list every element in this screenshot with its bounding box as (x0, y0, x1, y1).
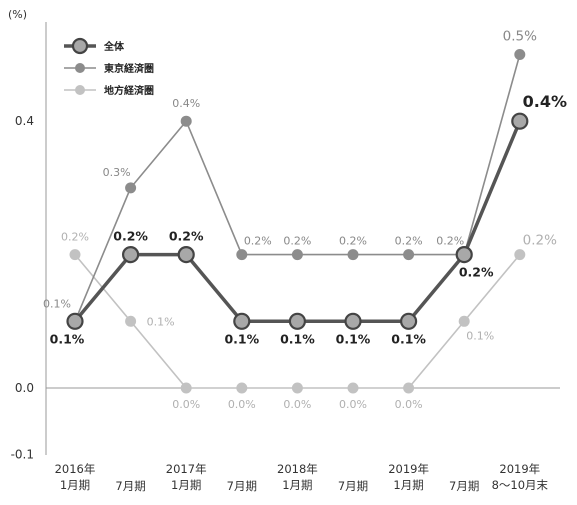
x-tick-label: 1月期 (282, 478, 312, 492)
legend-label: 東京経済圏 (104, 62, 154, 75)
data-point (291, 249, 303, 261)
series-line (73, 120, 522, 324)
data-point (125, 182, 137, 194)
data-point (125, 315, 137, 327)
data-point (344, 312, 362, 330)
x-tick-label: 2017年 (166, 462, 207, 476)
data-label: 0.2% (61, 231, 89, 244)
data-label: 0.2% (244, 235, 272, 248)
data-point (347, 249, 359, 261)
data-label: 0.1% (391, 331, 426, 346)
y-unit-label: (%) (8, 8, 27, 21)
data-point (458, 315, 470, 327)
data-label: 0.2% (169, 229, 204, 244)
data-label: 0.2% (113, 229, 148, 244)
y-tick-label: -0.1 (11, 448, 34, 462)
data-point (291, 382, 303, 394)
legend-marker (75, 63, 85, 73)
data-label: 0.2% (339, 235, 367, 248)
x-tick-label: 2019年 (388, 462, 429, 476)
data-label: 0.4% (523, 92, 567, 111)
data-label: 0.5% (503, 29, 537, 45)
x-tick-label: 7月期 (227, 479, 257, 493)
legend-label: 地方経済圏 (104, 84, 154, 97)
data-point (122, 246, 140, 264)
series-layer: 0.2%0.1%0.0% 0.0% 0.0% 0.0% 0.0%0.1%0.2%0.1%… (43, 29, 567, 412)
data-point (233, 312, 251, 330)
data-label: 0.1% (466, 329, 494, 342)
data-point (66, 312, 84, 330)
data-label: 0.4% (172, 97, 200, 110)
data-label: 0.1% (280, 331, 315, 346)
series-1 (66, 112, 529, 330)
data-label: 0.1% (50, 331, 85, 346)
data-point (400, 312, 418, 330)
data-point (403, 382, 415, 394)
data-label: 0.1% (336, 331, 371, 346)
data-label: 0.0% (395, 398, 423, 411)
x-tick-label: 2019年 (499, 462, 540, 476)
data-point (177, 246, 195, 264)
data-label: 0.2% (459, 265, 494, 280)
x-tick-label: 1月期 (171, 478, 201, 492)
legend-label: 全体 (103, 40, 125, 53)
legend-marker (75, 85, 85, 95)
data-label: 0.1% (147, 315, 175, 328)
data-point (236, 249, 248, 261)
data-point (514, 49, 526, 60)
data-point (180, 115, 192, 127)
data-point (514, 249, 526, 261)
data-label: 0.0% (228, 398, 256, 411)
data-label: 0.2% (436, 235, 464, 248)
x-tick-label: 1月期 (60, 478, 90, 492)
data-point (403, 249, 415, 261)
y-ticks: 0.4 0.0 -0.1 (11, 114, 34, 462)
x-ticks: 2016年 1月期 7月期 2017年 1月期 7月期 2018年 1月期 7月期 2019年 1月… (55, 462, 549, 493)
x-tick-label: 2018年 (277, 462, 318, 476)
data-label: 0.2% (283, 235, 311, 248)
series-3 (69, 249, 526, 394)
x-tick-label: 7月期 (338, 479, 368, 493)
data-point (236, 382, 248, 394)
data-label: 0.2% (395, 235, 423, 248)
y-tick-label: 0.4 (15, 114, 34, 128)
x-tick-label: 1月期 (393, 478, 423, 492)
data-point (180, 382, 192, 394)
data-label: 0.0% (172, 398, 200, 411)
data-point (455, 246, 473, 264)
data-label: 0.0% (283, 398, 311, 411)
data-labels-1: 0.1% 0.2% 0.2% 0.1% 0.1% 0.1% 0.1% 0.2% 0.4% (50, 92, 567, 346)
data-label: 0.2% (523, 233, 557, 249)
data-label: 0.1% (224, 331, 259, 346)
legend-marker (71, 37, 89, 55)
data-point (511, 112, 529, 130)
x-tick-label: 2016年 (55, 462, 96, 476)
data-point (288, 312, 306, 330)
data-point (347, 382, 359, 394)
x-tick-label: 7月期 (115, 479, 145, 493)
data-label: 0.0% (339, 398, 367, 411)
data-label: 0.3% (103, 166, 131, 179)
x-tick-label: 7月期 (449, 479, 479, 493)
series-2 (69, 49, 526, 327)
y-tick-label: 0.0 (15, 381, 34, 395)
data-label: 0.1% (43, 297, 71, 310)
x-tick-label: 8～10月末 (492, 478, 549, 492)
data-labels-3: 0.2% 0.1% 0.0% 0.0% 0.0% 0.0% 0.0% 0.1% 0.2% (61, 231, 557, 411)
data-labels-2: 0.1% 0.3% 0.4% 0.2% 0.2% 0.2% 0.2% 0.2% 0.5% (43, 29, 537, 311)
data-point (69, 249, 81, 261)
